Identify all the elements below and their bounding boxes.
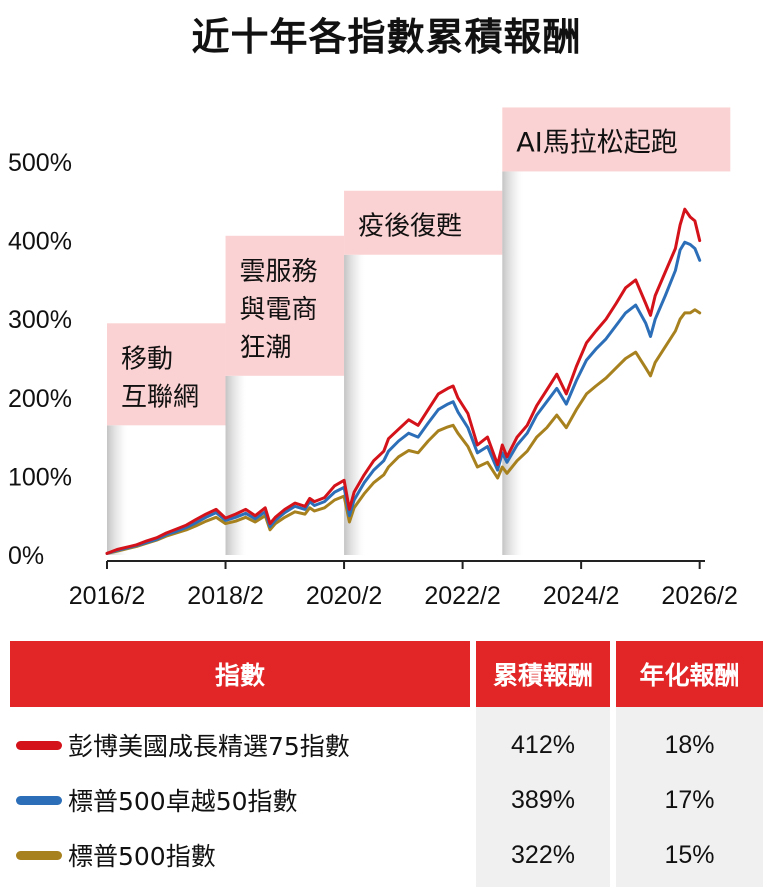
annual-return: 18% <box>664 730 715 759</box>
period-label: 疫後復甦 <box>358 212 462 242</box>
x-tick-label: 2020/2 <box>306 582 382 610</box>
cumulative-return: 412% <box>511 730 575 759</box>
y-tick-label: 200% <box>8 385 72 413</box>
returns-table: 指數 累積報酬 年化報酬 彭博美國成長精選75指數 412% 18% 標普500… <box>10 641 763 887</box>
series-line <box>105 240 702 555</box>
series-lines <box>105 207 702 555</box>
y-tick-label: 100% <box>8 463 72 491</box>
period-label: 狂潮 <box>240 333 292 363</box>
x-tick-label: 2016/2 <box>69 582 145 610</box>
x-tick-label: 2018/2 <box>187 582 263 610</box>
legend-swatch <box>16 740 62 750</box>
header-index: 指數 <box>10 641 470 707</box>
period-label: 互聯網 <box>121 382 199 412</box>
annual-return: 17% <box>664 785 715 814</box>
period-shade <box>225 375 248 555</box>
x-tick-label: 2022/2 <box>424 582 500 610</box>
period-label: 與電商 <box>240 295 318 325</box>
table-row: 標普500指數 322% 15% <box>10 827 763 883</box>
legend-swatch <box>16 850 62 860</box>
table-row: 彭博美國成長精選75指數 412% 18% <box>10 717 763 773</box>
annual-column-bg <box>616 707 763 887</box>
period-label-box <box>344 190 503 255</box>
annual-return: 15% <box>664 840 715 869</box>
period-label: AI馬拉松起跑 <box>516 127 677 158</box>
page-title: 近十年各指數累積報酬 <box>191 15 582 59</box>
y-tick-label: 400% <box>8 228 72 256</box>
index-name: 標普500卓越50指數 <box>68 787 298 816</box>
legend-swatch <box>16 795 62 805</box>
period-shade <box>502 171 525 555</box>
y-axis-ticks: 0% 100% 200% 300% 400% 500% <box>8 149 72 570</box>
period-label-box <box>225 235 345 376</box>
cumulative-return: 322% <box>511 840 575 869</box>
index-name: 彭博美國成長精選75指數 <box>68 732 350 761</box>
y-tick-label: 300% <box>8 306 72 334</box>
x-tick-label: 2024/2 <box>543 582 619 610</box>
y-tick-label: 0% <box>8 542 44 570</box>
x-axis-ticks: 2016/2 2018/2 2020/2 2022/2 2024/2 2026/2 <box>69 561 738 610</box>
cumulative-return: 389% <box>511 785 575 814</box>
period-shade <box>107 425 129 555</box>
header-annual: 年化報酬 <box>616 641 763 707</box>
x-tick-label: 2026/2 <box>661 582 737 610</box>
y-tick-label: 500% <box>8 149 72 177</box>
series-line <box>105 308 702 555</box>
period-label-box <box>107 323 226 426</box>
table-header: 指數 累積報酬 年化報酬 <box>10 641 763 707</box>
header-cumulative: 累積報酬 <box>476 641 610 707</box>
period-label-box <box>502 107 731 172</box>
cumulative-column-bg <box>476 707 610 887</box>
series-line <box>105 207 702 555</box>
period-label: 雲服務 <box>240 257 318 287</box>
table-row: 標普500卓越50指數 389% 17% <box>10 772 763 828</box>
period-label: 移動 <box>121 344 173 374</box>
index-name: 標普500指數 <box>68 842 216 871</box>
